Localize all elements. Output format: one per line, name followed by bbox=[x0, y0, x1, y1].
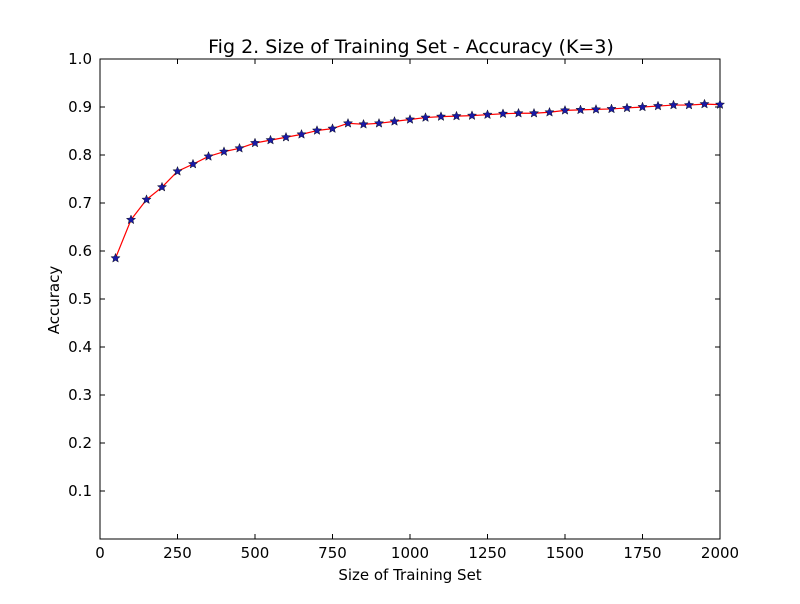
data-point-star bbox=[234, 142, 245, 153]
x-tick-label: 1250 bbox=[468, 544, 506, 562]
data-point-star bbox=[435, 111, 447, 121]
data-point-star bbox=[528, 107, 540, 118]
data-point-star bbox=[513, 107, 524, 118]
data-point-star bbox=[559, 105, 571, 115]
data-point-star bbox=[606, 103, 617, 114]
data-point-star bbox=[714, 99, 726, 109]
data-point-star bbox=[482, 109, 493, 119]
data-point-star bbox=[544, 106, 555, 117]
x-tick-label: 250 bbox=[163, 544, 192, 562]
x-tick-label: 1750 bbox=[623, 544, 661, 562]
data-point-star bbox=[373, 117, 385, 128]
y-tick-label: 0.2 bbox=[68, 434, 92, 452]
data-point-star bbox=[668, 99, 679, 110]
data-point-star bbox=[280, 131, 292, 142]
y-tick-label: 0.6 bbox=[68, 242, 92, 260]
data-point-star bbox=[187, 158, 199, 169]
plot-layer: 0 250 500 750 1000 1250 1500 1750 2000 0.1 0.2 0.3 0… bbox=[68, 50, 739, 562]
data-point-star bbox=[451, 110, 462, 121]
plot-frame bbox=[99, 58, 721, 540]
x-tick-label: 0 bbox=[95, 544, 105, 562]
data-point-star bbox=[342, 117, 354, 128]
data-point-star bbox=[110, 252, 121, 263]
data-point-star bbox=[404, 114, 416, 124]
y-tick-label: 0.8 bbox=[68, 146, 92, 164]
x-tick-label: 750 bbox=[318, 544, 347, 562]
data-point-star bbox=[497, 108, 509, 119]
y-tick-label: 0.5 bbox=[68, 290, 92, 308]
data-point-star bbox=[296, 129, 307, 139]
data-point-star bbox=[590, 104, 602, 114]
data-point-star bbox=[699, 98, 710, 109]
data-point-star bbox=[125, 214, 137, 225]
x-tick-label: 2000 bbox=[701, 544, 739, 562]
x-tick-label: 1500 bbox=[546, 544, 584, 562]
y-tick-label: 1.0 bbox=[68, 50, 92, 68]
data-point-star bbox=[683, 99, 695, 110]
data-point-star bbox=[420, 112, 431, 122]
data-point-star bbox=[466, 110, 478, 120]
y-tick-label: 0.3 bbox=[68, 386, 92, 404]
x-tick-label: 500 bbox=[241, 544, 270, 562]
data-point-star bbox=[265, 134, 276, 145]
data-point-star bbox=[327, 123, 338, 133]
data-point-star bbox=[203, 151, 214, 161]
chart-title: Fig 2. Size of Training Set - Accuracy (… bbox=[208, 36, 614, 58]
accuracy-line bbox=[114, 103, 721, 259]
data-point-star bbox=[575, 104, 586, 115]
data-point-star bbox=[172, 165, 183, 176]
data-point-star bbox=[311, 125, 323, 135]
data-point-star bbox=[218, 146, 230, 156]
x-tick-label: 1000 bbox=[391, 544, 429, 562]
data-point-star bbox=[652, 100, 664, 111]
data-point-star bbox=[141, 194, 152, 204]
data-point-star bbox=[637, 101, 648, 112]
y-tick-label: 0.4 bbox=[68, 338, 92, 356]
x-axis-label: Size of Training Set bbox=[338, 566, 481, 584]
data-point-star bbox=[389, 116, 400, 126]
y-tick-label: 0.7 bbox=[68, 194, 92, 212]
data-point-star bbox=[621, 102, 633, 113]
data-point-star bbox=[249, 137, 261, 148]
data-point-star bbox=[358, 118, 369, 129]
y-tick-label: 0.1 bbox=[68, 482, 92, 500]
y-axis-label: Accuracy bbox=[45, 266, 63, 335]
data-point-star bbox=[156, 181, 168, 192]
y-tick-label: 0.9 bbox=[68, 98, 92, 116]
